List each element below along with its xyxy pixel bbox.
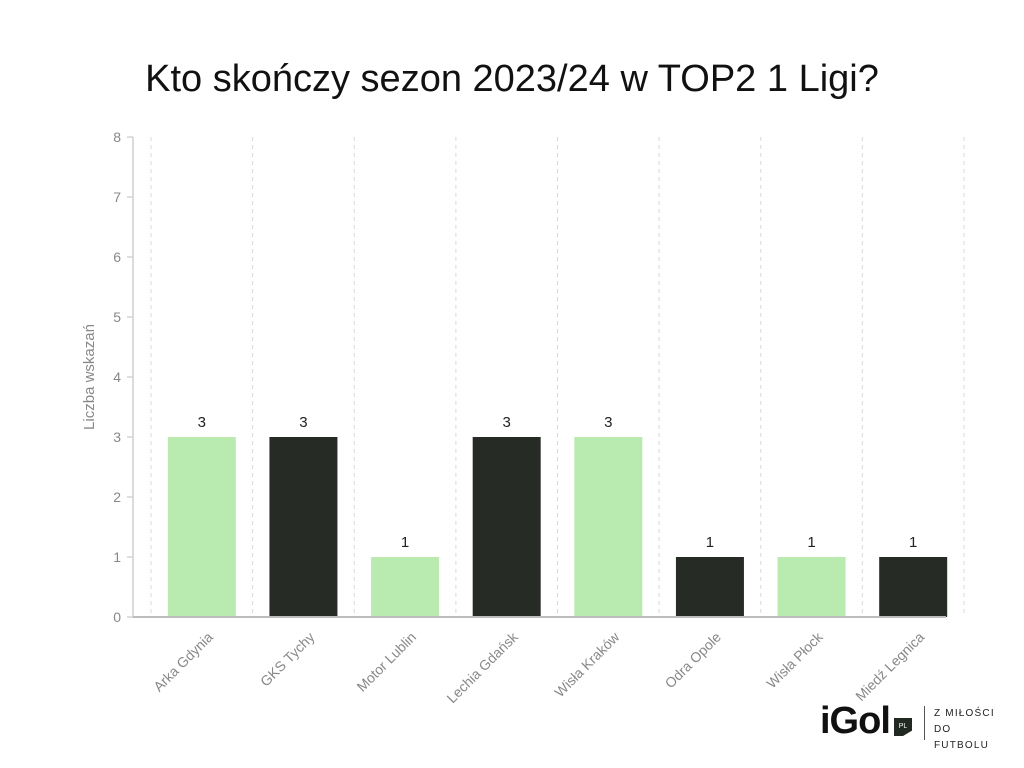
y-tick-label: 6 [113, 249, 121, 265]
bar [675, 557, 744, 617]
bar-value-label: 3 [503, 414, 511, 431]
bar [574, 437, 643, 617]
x-tick-label: GKS Tychy [257, 629, 318, 690]
x-tick-label: Miedź Legnica [852, 629, 927, 704]
bar-value-label: 3 [198, 414, 206, 431]
bar [472, 437, 541, 617]
bar-value-label: 1 [807, 534, 815, 551]
bar-value-label: 1 [909, 534, 917, 551]
y-tick-label: 8 [113, 129, 121, 145]
y-tick-label: 1 [113, 549, 121, 565]
y-tick-label: 3 [113, 429, 121, 445]
x-tick-label: Wisła Kraków [551, 628, 623, 700]
brand-badge: PL [894, 718, 912, 736]
bar [269, 437, 338, 617]
bar-value-label: 1 [706, 534, 714, 551]
bar-value-label: 3 [604, 414, 612, 431]
brand-tagline: Z MIŁOŚCI DO FUTBOLU [934, 706, 1010, 754]
bar [167, 437, 236, 617]
x-tick-label: Odra Opole [662, 629, 725, 692]
y-tick-label: 2 [113, 489, 121, 505]
x-tick-label: Lechia Gdańsk [443, 628, 521, 706]
y-tick-label: 4 [113, 369, 121, 385]
brand-logo: iGol [820, 700, 891, 742]
bar-value-label: 3 [299, 414, 307, 431]
bar-value-label: 1 [401, 534, 409, 551]
y-tick-label: 0 [113, 609, 121, 625]
brand-tagline-line-2: DO FUTBOLU [934, 724, 990, 751]
bar [777, 557, 846, 617]
y-tick-label: 5 [113, 309, 121, 325]
bar [879, 557, 948, 617]
x-tick-label: Wisła Płock [763, 628, 826, 691]
bar [371, 557, 440, 617]
brand-divider [924, 706, 925, 740]
brand-tagline-line-1: Z MIŁOŚCI [934, 708, 995, 719]
y-axis-label: Liczba wskazań [81, 324, 98, 430]
x-tick-label: Arka Gdynia [150, 629, 216, 695]
y-tick-label: 7 [113, 189, 121, 205]
brand-logo-block: iGol PL Z MIŁOŚCI DO FUTBOLU [820, 700, 1010, 751]
x-tick-label: Motor Lublin [353, 629, 419, 695]
chart-title: Kto skończy sezon 2023/24 w TOP2 1 Ligi? [145, 58, 879, 100]
